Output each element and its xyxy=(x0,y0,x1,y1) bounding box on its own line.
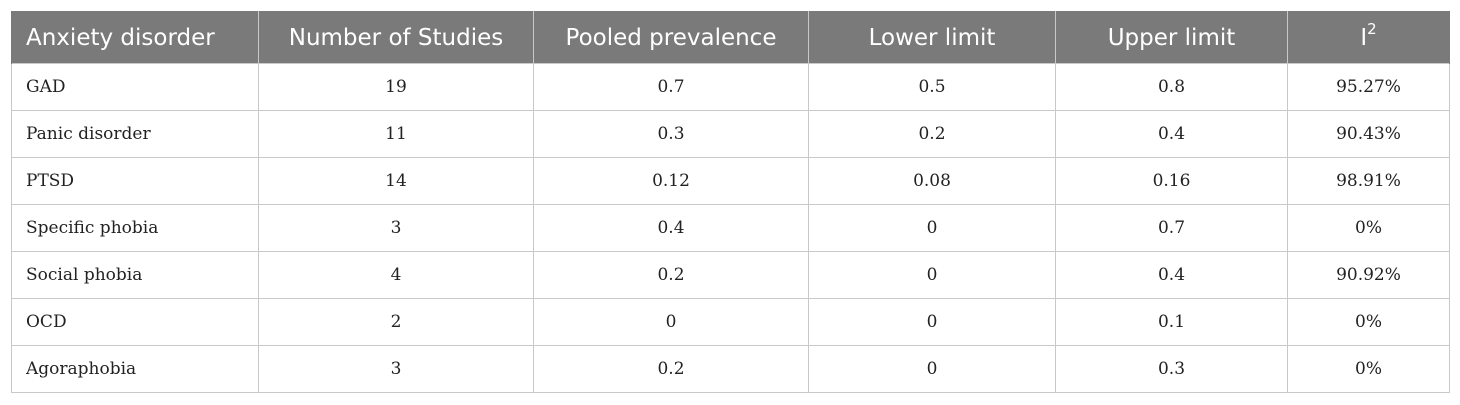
cell-lower-limit: 0 xyxy=(808,251,1056,299)
cell-pooled-prevalence: 0 xyxy=(533,298,809,346)
cell-upper-limit: 0.7 xyxy=(1055,204,1288,252)
table-row: PTSD 14 0.12 0.08 0.16 98.91% xyxy=(11,157,1450,205)
table-row: Agoraphobia 3 0.2 0 0.3 0% xyxy=(11,345,1450,393)
cell-pooled-prevalence: 0.7 xyxy=(533,63,809,111)
cell-pooled-prevalence: 0.2 xyxy=(533,345,809,393)
cell-upper-limit: 0.3 xyxy=(1055,345,1288,393)
cell-pooled-prevalence: 0.4 xyxy=(533,204,809,252)
cell-lower-limit: 0.5 xyxy=(808,63,1056,111)
cell-studies: 14 xyxy=(258,157,534,205)
header-number-of-studies: Number of Studies xyxy=(258,11,534,64)
cell-studies: 2 xyxy=(258,298,534,346)
cell-i-squared: 95.27% xyxy=(1287,63,1450,111)
cell-lower-limit: 0 xyxy=(808,204,1056,252)
header-lower-limit: Lower limit xyxy=(808,11,1056,64)
cell-disorder: Agoraphobia xyxy=(11,345,259,393)
cell-upper-limit: 0.4 xyxy=(1055,251,1288,299)
header-i-squared-superscript: 2 xyxy=(1367,19,1377,38)
cell-upper-limit: 0.4 xyxy=(1055,110,1288,158)
prevalence-table: Anxiety disorder Number of Studies Poole… xyxy=(11,11,1450,393)
table-row: Specific phobia 3 0.4 0 0.7 0% xyxy=(11,204,1450,252)
prevalence-table-container: Anxiety disorder Number of Studies Poole… xyxy=(11,11,1450,393)
cell-pooled-prevalence: 0.2 xyxy=(533,251,809,299)
cell-lower-limit: 0.08 xyxy=(808,157,1056,205)
cell-disorder: Social phobia xyxy=(11,251,259,299)
cell-lower-limit: 0 xyxy=(808,345,1056,393)
cell-studies: 11 xyxy=(258,110,534,158)
table-row: Social phobia 4 0.2 0 0.4 90.92% xyxy=(11,251,1450,299)
cell-disorder: OCD xyxy=(11,298,259,346)
cell-disorder: GAD xyxy=(11,63,259,111)
cell-studies: 3 xyxy=(258,204,534,252)
cell-disorder: PTSD xyxy=(11,157,259,205)
header-i-squared-base: I xyxy=(1360,24,1368,51)
cell-i-squared: 0% xyxy=(1287,345,1450,393)
header-row: Anxiety disorder Number of Studies Poole… xyxy=(11,11,1450,64)
table-row: Panic disorder 11 0.3 0.2 0.4 90.43% xyxy=(11,110,1450,158)
cell-disorder: Panic disorder xyxy=(11,110,259,158)
cell-upper-limit: 0.8 xyxy=(1055,63,1288,111)
header-pooled-prevalence: Pooled prevalence xyxy=(533,11,809,64)
cell-lower-limit: 0.2 xyxy=(808,110,1056,158)
cell-i-squared: 90.92% xyxy=(1287,251,1450,299)
cell-i-squared: 0% xyxy=(1287,204,1450,252)
header-anxiety-disorder: Anxiety disorder xyxy=(11,11,259,64)
cell-disorder: Specific phobia xyxy=(11,204,259,252)
cell-studies: 3 xyxy=(258,345,534,393)
cell-lower-limit: 0 xyxy=(808,298,1056,346)
header-i-squared: I2 xyxy=(1287,11,1450,64)
cell-pooled-prevalence: 0.12 xyxy=(533,157,809,205)
header-upper-limit: Upper limit xyxy=(1055,11,1288,64)
cell-studies: 19 xyxy=(258,63,534,111)
cell-upper-limit: 0.16 xyxy=(1055,157,1288,205)
cell-i-squared: 0% xyxy=(1287,298,1450,346)
cell-upper-limit: 0.1 xyxy=(1055,298,1288,346)
table-row: OCD 2 0 0 0.1 0% xyxy=(11,298,1450,346)
cell-pooled-prevalence: 0.3 xyxy=(533,110,809,158)
table-row: GAD 19 0.7 0.5 0.8 95.27% xyxy=(11,63,1450,111)
cell-i-squared: 98.91% xyxy=(1287,157,1450,205)
cell-i-squared: 90.43% xyxy=(1287,110,1450,158)
cell-studies: 4 xyxy=(258,251,534,299)
